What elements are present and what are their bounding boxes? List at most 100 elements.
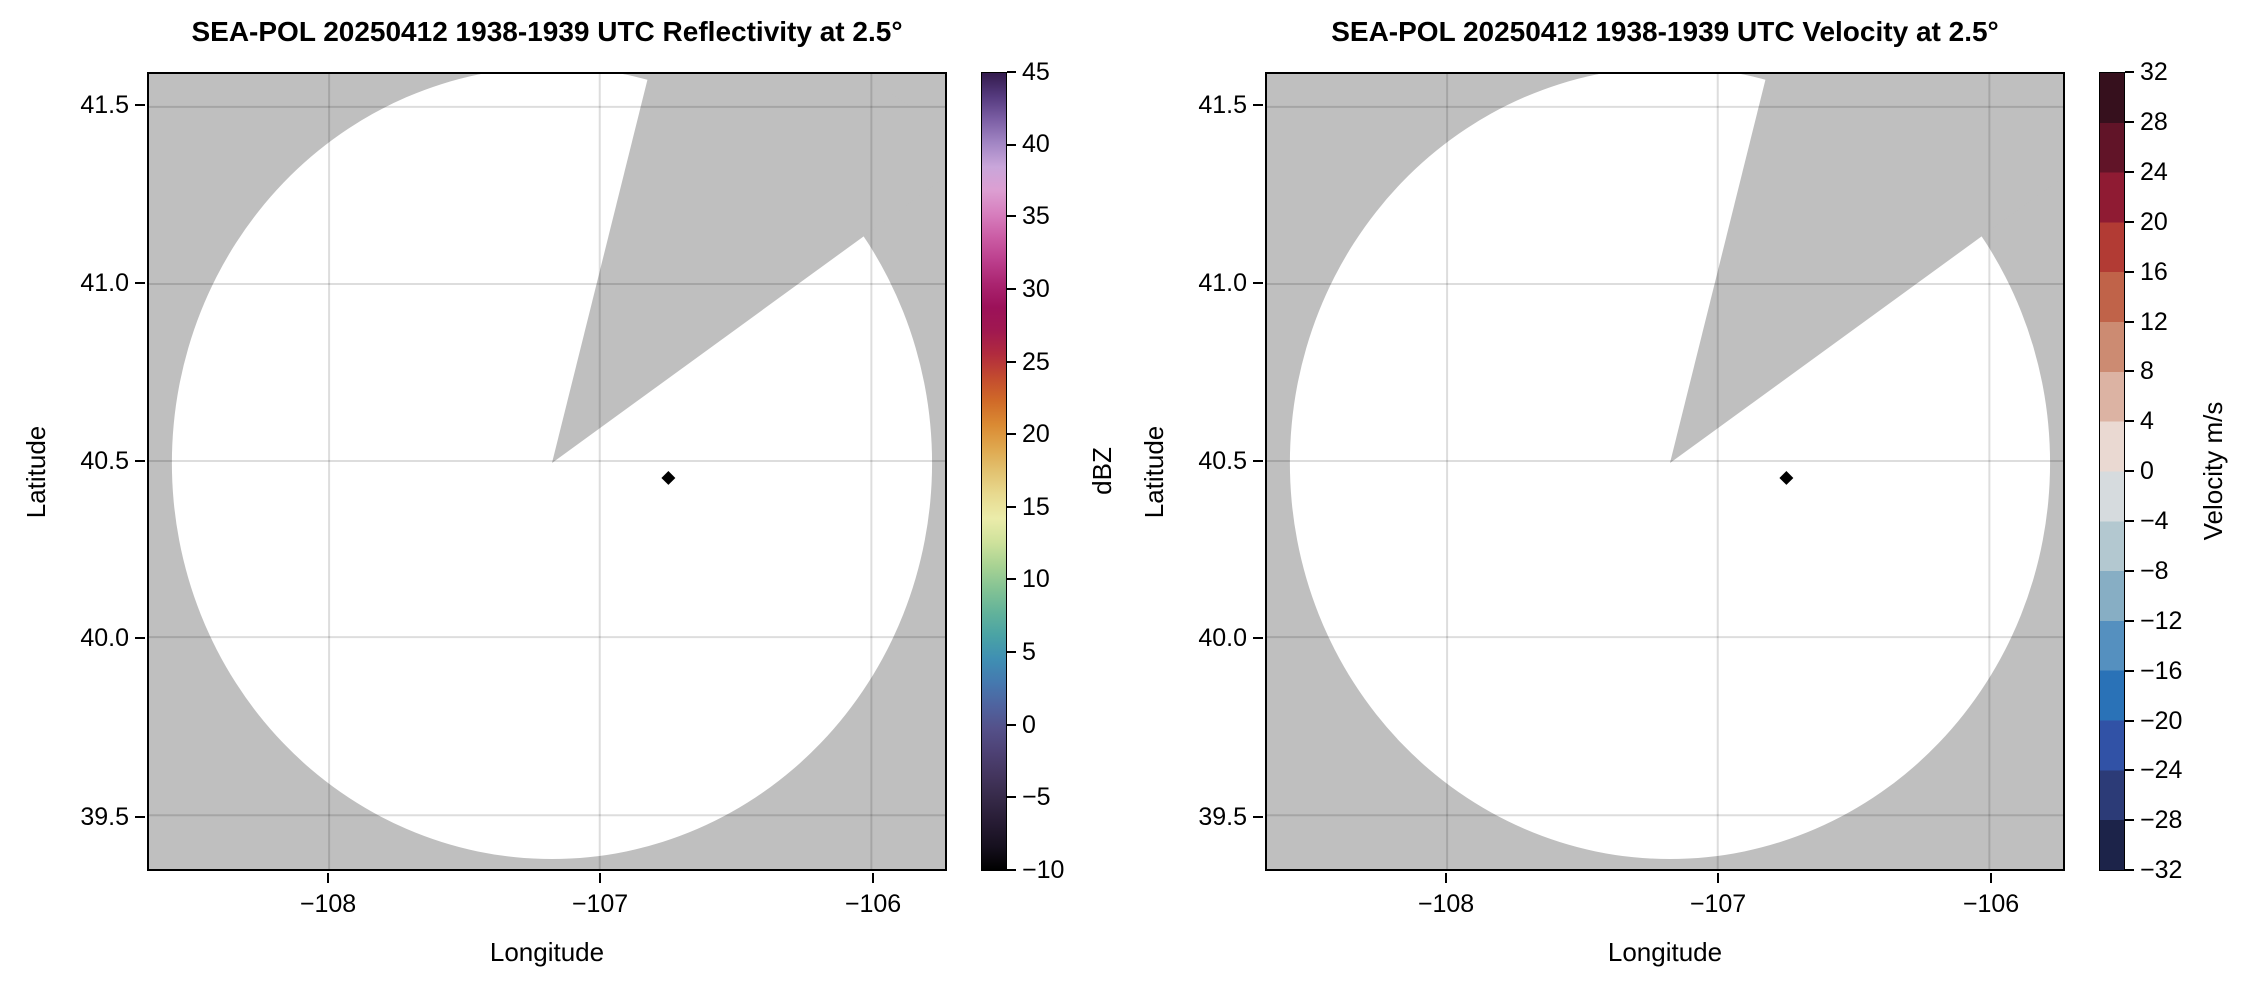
y-tick-label: 40.0 <box>80 624 129 652</box>
colorbar-tick <box>2125 370 2134 372</box>
x-tick <box>1717 873 1719 883</box>
colorbar-tick <box>2125 769 2134 771</box>
colorbar-tick-label: 16 <box>2140 258 2168 286</box>
colorbar-tick <box>2125 171 2134 173</box>
colorbar-tick <box>1007 144 1016 146</box>
missing-sector-wedge <box>1669 74 2063 464</box>
y-tick-label: 39.5 <box>1198 803 1247 831</box>
colorbar-tick <box>1007 578 1016 580</box>
colorbar-tick-label: −28 <box>2140 806 2183 834</box>
colorbar-tick-label: 25 <box>1022 348 1050 376</box>
reflectivity-plot-area <box>149 74 945 869</box>
colorbar-tick <box>1007 433 1016 435</box>
x-tick <box>599 873 601 883</box>
y-tick <box>1253 104 1263 106</box>
colorbar-tick <box>1007 361 1016 363</box>
colorbar-tick <box>2125 819 2134 821</box>
colorbar-tick-label: 20 <box>2140 208 2168 236</box>
colorbar-tick <box>2125 71 2134 73</box>
y-axis-label: Latitude <box>21 425 51 519</box>
colorbar-tick-label: 24 <box>2140 158 2168 186</box>
colorbar-tick-label: 45 <box>1022 58 1050 86</box>
colorbar-tick-label: −24 <box>2140 756 2183 784</box>
colorbar-tick-label: 0 <box>1022 711 1036 739</box>
gridlines <box>1267 74 2063 869</box>
site-marker-diamond <box>661 471 676 485</box>
reflectivity-colorbar <box>981 72 1007 871</box>
colorbar-tick-label: −5 <box>1022 783 1051 811</box>
y-tick-label: 41.5 <box>1198 91 1247 119</box>
gridlines <box>149 74 945 869</box>
velocity-colorbar <box>2099 72 2125 871</box>
colorbar-tick-label: 30 <box>1022 275 1050 303</box>
colorbar-unit-label: Velocity m/s <box>2198 401 2228 541</box>
y-tick <box>1253 637 1263 639</box>
y-tick <box>135 637 145 639</box>
x-tick <box>872 873 874 883</box>
y-tick <box>1253 816 1263 818</box>
y-tick <box>135 816 145 818</box>
colorbar-tick <box>2125 271 2134 273</box>
colorbar-tick <box>1007 215 1016 217</box>
y-tick-label: 40.5 <box>80 447 129 475</box>
colorbar-tick-label: 4 <box>2140 407 2154 435</box>
colorbar-tick-label: 15 <box>1022 493 1050 521</box>
reflectivity-axes <box>147 72 947 871</box>
colorbar-tick-label: −4 <box>2140 507 2169 535</box>
colorbar-tick-label: 0 <box>2140 457 2154 485</box>
y-tick <box>135 460 145 462</box>
x-tick <box>327 873 329 883</box>
reflectivity-title: SEA-POL 20250412 1938-1939 UTC Reflectiv… <box>191 16 903 47</box>
colorbar-tick-label: 12 <box>2140 308 2168 336</box>
velocity-plot-area <box>1267 74 2063 869</box>
missing-sector-wedge <box>551 74 945 464</box>
y-tick <box>135 282 145 284</box>
y-tick-label: 40.5 <box>1198 447 1247 475</box>
colorbar-tick-label: 35 <box>1022 202 1050 230</box>
y-tick <box>135 104 145 106</box>
colorbar-tick-label: −8 <box>2140 557 2169 585</box>
colorbar-tick-label: 40 <box>1022 130 1050 158</box>
colorbar-tick <box>2125 321 2134 323</box>
colorbar-tick-label: 20 <box>1022 420 1050 448</box>
colorbar-tick <box>1007 651 1016 653</box>
x-tick-label: −108 <box>1417 890 1475 918</box>
colorbar-tick <box>1007 869 1016 871</box>
x-tick-label: −106 <box>844 890 902 918</box>
colorbar-tick <box>2125 720 2134 722</box>
y-tick-label: 40.0 <box>1198 624 1247 652</box>
colorbar-tick <box>2125 520 2134 522</box>
colorbar-tick-label: 32 <box>2140 58 2168 86</box>
x-tick-label: −108 <box>299 890 357 918</box>
y-tick <box>1253 282 1263 284</box>
velocity-title: SEA-POL 20250412 1938-1939 UTC Velocity … <box>1331 16 1999 47</box>
colorbar-tick <box>1007 288 1016 290</box>
x-tick-label: −107 <box>1689 890 1747 918</box>
x-tick-label: −107 <box>571 890 629 918</box>
colorbar-tick <box>2125 620 2134 622</box>
y-tick-label: 41.5 <box>80 91 129 119</box>
x-tick <box>1445 873 1447 883</box>
colorbar-tick-label: 10 <box>1022 565 1050 593</box>
colorbar-tick-label: −12 <box>2140 607 2183 635</box>
colorbar-tick-label: 8 <box>2140 357 2154 385</box>
x-axis-label: Longitude <box>1607 937 1723 967</box>
y-tick-label: 39.5 <box>80 803 129 831</box>
colorbar-tick <box>1007 796 1016 798</box>
colorbar-tick <box>2125 221 2134 223</box>
colorbar-tick-label: 28 <box>2140 108 2168 136</box>
x-tick-label: −106 <box>1962 890 2020 918</box>
colorbar-tick-label: −10 <box>1022 856 1065 884</box>
colorbar-tick <box>1007 506 1016 508</box>
colorbar-tick <box>2125 570 2134 572</box>
y-axis-label: Latitude <box>1139 425 1169 519</box>
colorbar-tick-label: −32 <box>2140 856 2183 884</box>
x-axis-label: Longitude <box>489 937 605 967</box>
colorbar-tick <box>2125 470 2134 472</box>
y-tick-label: 41.0 <box>80 269 129 297</box>
colorbar-tick-label: −16 <box>2140 657 2183 685</box>
y-tick-label: 41.0 <box>1198 269 1247 297</box>
y-tick <box>1253 460 1263 462</box>
colorbar-tick <box>2125 869 2134 871</box>
